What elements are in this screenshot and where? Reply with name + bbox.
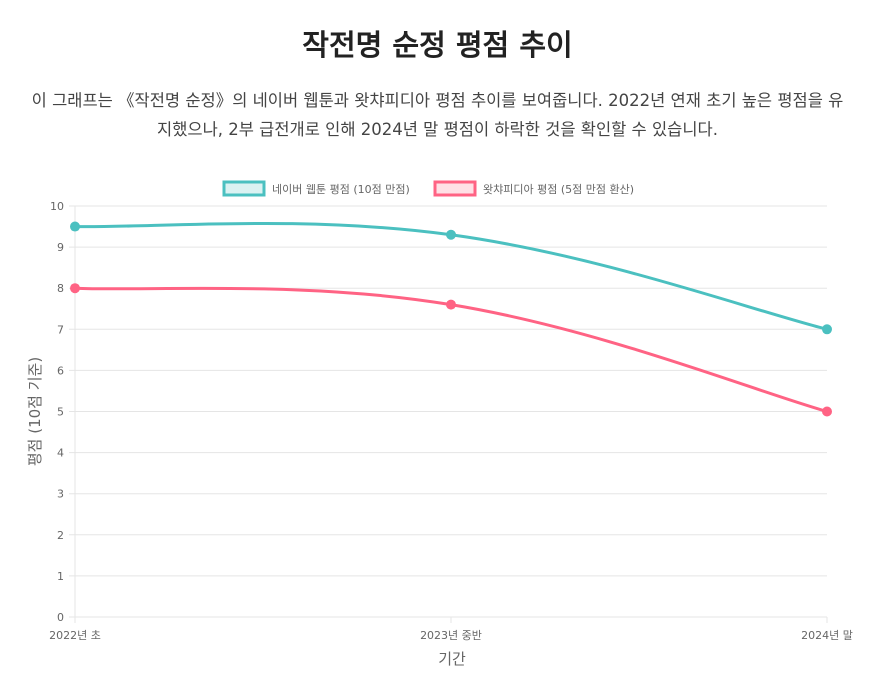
page-title: 작전명 순정 평점 추이 bbox=[302, 28, 573, 62]
data-point bbox=[446, 299, 456, 310]
legend-swatch bbox=[433, 180, 477, 197]
y-tick-label: 2 bbox=[57, 529, 64, 542]
y-tick-label: 7 bbox=[57, 323, 64, 336]
y-axis-title: 평점 (10점 기준) bbox=[26, 357, 44, 466]
data-point bbox=[70, 221, 80, 232]
x-tick-label: 2022년 초 bbox=[49, 629, 101, 642]
y-tick-label: 4 bbox=[57, 447, 64, 460]
y-tick-label: 5 bbox=[57, 406, 64, 419]
legend-swatch bbox=[222, 180, 266, 197]
legend-label: 왓챠피디아 평점 (5점 만점 환산) bbox=[483, 183, 634, 196]
x-axis-title: 기간 bbox=[438, 650, 466, 668]
data-point bbox=[822, 324, 832, 335]
y-tick-label: 1 bbox=[57, 570, 64, 583]
y-tick-label: 8 bbox=[57, 282, 64, 295]
x-tick-label: 2024년 말 bbox=[801, 629, 853, 642]
data-point bbox=[446, 229, 456, 240]
data-point bbox=[70, 283, 80, 294]
data-point bbox=[822, 406, 832, 417]
y-tick-label: 10 bbox=[50, 200, 64, 213]
y-tick-label: 6 bbox=[57, 364, 64, 377]
y-tick-label: 9 bbox=[57, 241, 64, 254]
page-description: 이 그래프는 《작전명 순정》의 네이버 웹툰과 왓챠피디아 평점 추이를 보여… bbox=[31, 91, 844, 139]
y-tick-label: 0 bbox=[57, 611, 64, 624]
y-tick-label: 3 bbox=[57, 488, 64, 501]
legend-label: 네이버 웹툰 평점 (10점 만점) bbox=[272, 183, 410, 196]
x-tick-label: 2023년 중반 bbox=[420, 629, 482, 642]
